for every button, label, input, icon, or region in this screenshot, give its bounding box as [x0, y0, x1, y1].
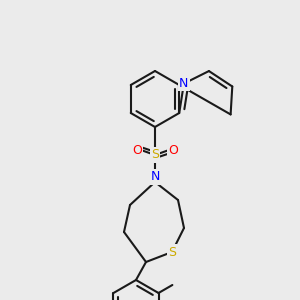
Text: N: N — [179, 77, 189, 90]
Text: O: O — [168, 143, 178, 157]
Text: S: S — [151, 148, 159, 161]
Text: S: S — [168, 245, 176, 259]
Text: N: N — [150, 170, 160, 184]
Text: O: O — [132, 143, 142, 157]
